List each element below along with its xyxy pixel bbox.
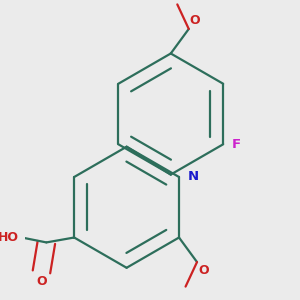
Text: HO: HO: [0, 231, 19, 244]
Text: F: F: [232, 138, 241, 151]
Text: N: N: [188, 170, 199, 184]
Text: O: O: [36, 275, 47, 288]
Text: O: O: [190, 14, 200, 27]
Text: O: O: [198, 264, 208, 277]
